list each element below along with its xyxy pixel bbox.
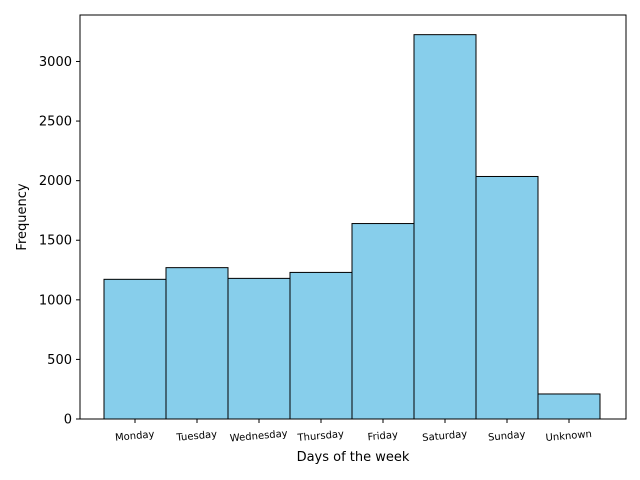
bar-tuesday	[165, 267, 229, 420]
x-tick-label-unknown: Unknown	[545, 429, 592, 444]
bar-unknown	[537, 393, 601, 420]
x-axis-label: Days of the week	[297, 450, 410, 465]
y-axis-label: Frequency	[15, 183, 30, 250]
y-axis: 0 500 1000 1500 2000 2500 3000	[39, 55, 80, 428]
x-tick-label-tuesday: Tuesday	[175, 429, 218, 444]
x-tick-label-saturday: Saturday	[422, 429, 468, 444]
y-tick-label: 0	[64, 413, 72, 428]
x-tick-label-monday: Monday	[115, 429, 155, 443]
x-tick-label-sunday: Sunday	[488, 429, 526, 443]
y-tick-label: 1500	[39, 234, 72, 249]
bar-saturday	[413, 34, 477, 420]
y-tick-label: 3000	[39, 55, 72, 70]
bar-wednesday	[227, 277, 291, 420]
bar-sunday	[475, 175, 539, 420]
x-axis: Monday Tuesday Wednesday Thursday Friday Satu…	[115, 419, 592, 445]
y-tick-label: 2000	[39, 174, 72, 189]
bar-friday	[351, 223, 415, 420]
x-tick-label-thursday: Thursday	[296, 429, 344, 444]
x-tick-label-friday: Friday	[367, 430, 398, 444]
bar-thursday	[289, 271, 353, 420]
y-tick-label: 500	[47, 353, 72, 368]
x-tick-label-wednesday: Wednesday	[229, 429, 288, 445]
y-tick-label: 1000	[39, 293, 72, 308]
plot-frame	[79, 14, 627, 420]
bar-monday	[103, 278, 167, 420]
y-tick-label: 2500	[39, 115, 72, 130]
bars-group	[103, 34, 601, 420]
